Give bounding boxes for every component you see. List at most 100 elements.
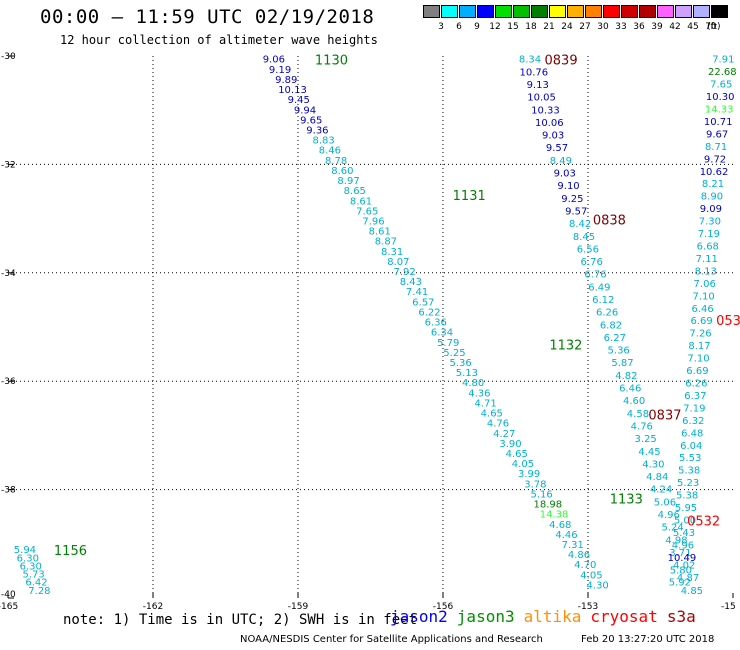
swh-value-label: 4.27 bbox=[493, 429, 515, 440]
swh-value-label: 3.78 bbox=[524, 479, 546, 490]
swh-value-label: 4.70 bbox=[574, 560, 596, 571]
swh-value-label: 7.26 bbox=[689, 329, 711, 340]
lat-tick-label: -36 bbox=[1, 377, 16, 387]
swh-value-label: 4.30 bbox=[587, 580, 609, 591]
colorbar-tick-label: 36 bbox=[633, 22, 645, 32]
swh-value-label: 5.23 bbox=[677, 478, 699, 489]
swh-value-label: 5.36 bbox=[450, 358, 472, 369]
colorbar-tick-label: 21 bbox=[543, 22, 555, 32]
swh-value-label: 8.61 bbox=[350, 196, 372, 207]
colorbar-tick-label: 12 bbox=[489, 22, 501, 32]
colorbar-swatch bbox=[621, 5, 638, 18]
swh-value-label: 9.13 bbox=[527, 80, 549, 91]
swh-value-label: 8.97 bbox=[337, 176, 359, 187]
colorbar-swatch bbox=[657, 5, 674, 18]
legend-entry-s3a: s3a bbox=[666, 607, 696, 626]
swh-value-label: 8.65 bbox=[344, 186, 366, 197]
swh-value-label: 6.48 bbox=[681, 428, 703, 439]
colorbar-tick-label: 27 bbox=[579, 22, 591, 32]
pass-time-label: 1132 bbox=[549, 338, 582, 353]
swh-value-label: 5.00 bbox=[674, 515, 696, 526]
colorbar-swatch bbox=[459, 5, 476, 18]
colorbar-tick-label: 70 bbox=[705, 22, 717, 32]
swh-value-label: 4.02 bbox=[673, 561, 695, 572]
swh-value-label: 3.99 bbox=[518, 469, 540, 480]
swh-value-label: 6.30 bbox=[20, 561, 42, 572]
swh-value-label: 4.05 bbox=[580, 570, 602, 581]
colorbar-swatch bbox=[549, 5, 566, 18]
swh-value-label: 5.36 bbox=[608, 346, 630, 357]
swh-value-label: 5.95 bbox=[675, 503, 697, 514]
pass-time-label: 053 bbox=[716, 314, 740, 329]
swh-value-label: 5.16 bbox=[530, 489, 552, 500]
pass-time-label: 0532 bbox=[687, 514, 720, 529]
swh-value-label: 4.76 bbox=[487, 419, 509, 430]
swh-value-label: 6.36 bbox=[425, 318, 447, 329]
swh-value-label: 9.65 bbox=[300, 115, 322, 126]
swh-value-label: 8.17 bbox=[688, 341, 710, 352]
swh-value-label: 8.43 bbox=[400, 277, 422, 288]
swh-value-label: 7.10 bbox=[693, 291, 715, 302]
swh-value-label: 5.80 bbox=[670, 565, 692, 576]
colorbar-swatch bbox=[567, 5, 584, 18]
colorbar-swatch bbox=[675, 5, 692, 18]
swh-value-label: 14.33 bbox=[705, 105, 734, 116]
swh-value-label: 10.62 bbox=[700, 167, 729, 178]
swh-value-label: 7.30 bbox=[699, 217, 721, 228]
swh-value-label: 4.86 bbox=[568, 550, 590, 561]
swh-value-label: 6.69 bbox=[690, 316, 712, 327]
swh-value-label: 8.07 bbox=[387, 257, 409, 268]
lon-tick-label: -153 bbox=[578, 602, 598, 612]
legend-entry-jason3: jason3 bbox=[456, 607, 515, 626]
swh-value-label: 5.24 bbox=[662, 523, 684, 534]
swh-value-label: 4.65 bbox=[506, 449, 528, 460]
lat-tick-label: -34 bbox=[1, 269, 16, 279]
swh-value-label: 4.82 bbox=[615, 371, 637, 382]
pass-time-label: 1133 bbox=[610, 493, 643, 508]
swh-value-label: 6.76 bbox=[581, 257, 603, 268]
swh-value-label: 4.98 bbox=[665, 535, 687, 546]
swh-value-label: 5.92 bbox=[669, 578, 691, 589]
swh-value-label: 9.72 bbox=[704, 154, 726, 165]
map-grid bbox=[8, 56, 733, 598]
swh-value-label: 5.38 bbox=[676, 491, 698, 502]
swh-value-label: 10.71 bbox=[704, 117, 733, 128]
swh-value-label: 5.94 bbox=[14, 545, 36, 556]
swh-value-label: 10.76 bbox=[520, 67, 549, 78]
swh-value-label: 9.57 bbox=[565, 206, 587, 217]
lon-tick-label: -156 bbox=[433, 602, 454, 612]
colorbar-swatch bbox=[495, 5, 512, 18]
swh-value-label: 4.46 bbox=[555, 530, 577, 541]
swh-value-label: 7.41 bbox=[406, 287, 428, 298]
swh-value-label: 10.05 bbox=[527, 93, 556, 104]
swh-value-label: 7.65 bbox=[356, 206, 378, 217]
swh-value-label: 5.06 bbox=[654, 497, 676, 508]
swh-value-label: 8.34 bbox=[519, 55, 541, 66]
swh-value-label: 6.30 bbox=[17, 553, 39, 564]
colorbar-swatch bbox=[585, 5, 602, 18]
colorbar-tick-label: 3 bbox=[438, 22, 444, 32]
pass-time-label: 0837 bbox=[648, 409, 681, 424]
swh-value-label: 4.87 bbox=[677, 573, 699, 584]
swh-value-label: 4.84 bbox=[646, 472, 668, 483]
swh-value-label: 10.33 bbox=[531, 105, 560, 116]
swh-value-label: 6.42 bbox=[25, 578, 47, 589]
colorbar-unit: (ft) bbox=[707, 22, 721, 32]
swh-value-label: 6.26 bbox=[685, 378, 707, 389]
legend-entry-altika: altika bbox=[523, 607, 582, 626]
lat-tick-label: -38 bbox=[1, 486, 16, 496]
swh-value-label: 6.34 bbox=[431, 328, 453, 339]
generated-timestamp: Feb 20 13:27:20 UTC 2018 bbox=[581, 634, 715, 645]
colorbar-swatch bbox=[603, 5, 620, 18]
colorbar-tick-label: 24 bbox=[561, 22, 573, 32]
colorbar-tick-label: 30 bbox=[597, 22, 609, 32]
swh-value-label: 6.37 bbox=[684, 391, 706, 402]
swh-value-label: 4.96 bbox=[672, 540, 694, 551]
swh-value-label: 6.22 bbox=[418, 307, 440, 318]
swh-value-label: 5.25 bbox=[443, 348, 465, 359]
swh-value-label: 4.71 bbox=[474, 398, 496, 409]
swh-value-label: 8.71 bbox=[705, 142, 727, 153]
legend-entry-cryosat: cryosat bbox=[590, 607, 658, 626]
lat-tick-label: -32 bbox=[1, 160, 16, 170]
